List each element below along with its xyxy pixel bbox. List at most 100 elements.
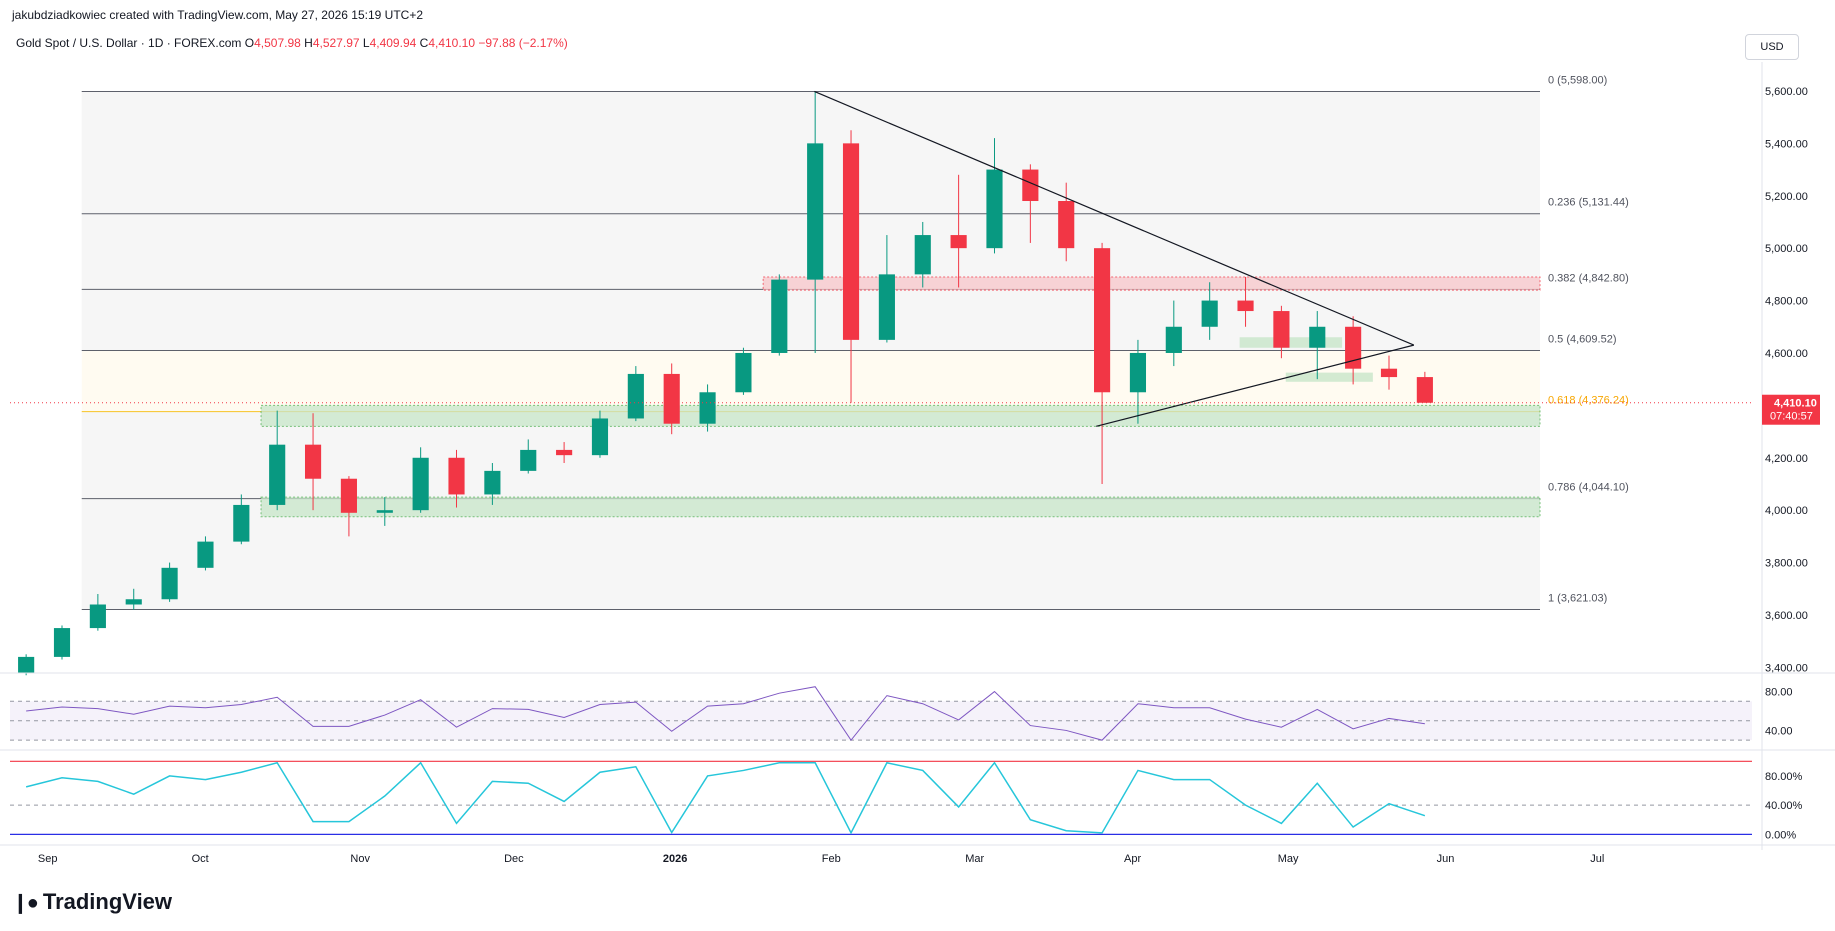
ohlc-close: 4,410.10 <box>428 36 476 50</box>
ohlc-open-label: O <box>244 36 255 50</box>
ohlc-high-label: H <box>304 36 313 50</box>
candle-body <box>89 604 106 629</box>
support-zone <box>1239 337 1343 348</box>
rsi-tick-label: 40.00 <box>1765 725 1793 737</box>
fib-level-label: 0.786 (4,044.10) <box>1548 482 1629 494</box>
osc-tick-label: 80.00% <box>1765 771 1803 783</box>
time-tick-label: Nov <box>350 853 370 865</box>
candle-body <box>1345 326 1362 369</box>
candle-body <box>807 143 824 280</box>
last-price-label: 4,410.10 <box>1774 398 1817 410</box>
osc-tick-label: 0.00% <box>1765 829 1796 841</box>
candle-body <box>1237 300 1254 312</box>
candle-body <box>484 470 501 495</box>
candle-body <box>878 274 895 340</box>
ohlc-low: 4,409.94 <box>369 36 417 50</box>
price-tick-label: 3,600.00 <box>1765 610 1808 622</box>
candle-body <box>269 444 286 505</box>
candle-body <box>1201 300 1218 327</box>
trendline-upper <box>814 90 1415 346</box>
candle-body <box>663 373 680 424</box>
candle-body <box>53 628 71 657</box>
candle-body <box>520 449 537 471</box>
rsi-tick-label: 80.00 <box>1765 687 1793 699</box>
candle-body <box>18 656 35 673</box>
price-tick-label: 4,000.00 <box>1765 505 1808 517</box>
time-tick-label: 2026 <box>663 853 687 865</box>
time-tick-label: Mar <box>965 853 984 865</box>
ohlc-change: −97.88 (−2.17%) <box>478 36 568 50</box>
last-price-badge <box>1762 394 1820 425</box>
currency-button[interactable]: USD <box>1745 34 1799 60</box>
candle-body <box>161 567 178 600</box>
fib-level-label: 0 (5,598.00) <box>1548 74 1607 86</box>
time-tick-label: May <box>1278 853 1299 865</box>
price-tick-label: 4,600.00 <box>1765 348 1808 360</box>
brand-name: TradingView <box>42 889 173 914</box>
ohlc-close-label: C <box>419 36 429 50</box>
candle-body <box>412 457 429 511</box>
ohlc-high: 4,527.97 <box>312 36 360 50</box>
support-zone <box>260 496 1541 518</box>
fib-level-label: 0.618 (4,376.24) <box>1548 395 1629 407</box>
price-tick-label: 3,400.00 <box>1765 662 1808 674</box>
candle-body <box>1022 169 1039 202</box>
candle-body <box>233 504 250 542</box>
symbol-name[interactable]: Gold Spot / U.S. Dollar · 1D · FOREX.com <box>16 36 242 50</box>
chart-credit: jakubdziadkowiec created with TradingVie… <box>12 8 424 22</box>
symbol-legend: Gold Spot / U.S. Dollar · 1D · FOREX.com… <box>16 36 568 50</box>
fib-level-label: 0.382 (4,842.80) <box>1548 272 1629 284</box>
candle-body <box>1416 377 1433 403</box>
ohlc-low-label: L <box>362 36 370 50</box>
price-tick-label: 4,200.00 <box>1765 453 1808 465</box>
candle-body <box>950 235 967 249</box>
price-tick-label: 5,000.00 <box>1765 243 1808 255</box>
time-tick-label: Sep <box>38 853 58 865</box>
resistance-zone <box>762 276 1541 291</box>
candle-body <box>1309 326 1326 348</box>
osc-tick-label: 40.00% <box>1765 800 1803 812</box>
time-tick-label: Oct <box>192 853 209 865</box>
candle-body <box>1129 352 1147 393</box>
fib-level-label: 0.5 (4,609.52) <box>1548 333 1617 345</box>
candle-body <box>1094 248 1111 393</box>
candle-body <box>197 541 214 568</box>
support-zone <box>260 404 1541 427</box>
time-tick-label: Apr <box>1124 853 1141 865</box>
candle-body <box>304 444 322 479</box>
price-tick-label: 5,400.00 <box>1765 138 1808 150</box>
candle-body <box>1273 311 1290 348</box>
candle-body <box>448 457 465 495</box>
candle-body <box>340 478 357 513</box>
candle-body <box>1058 201 1075 249</box>
candle-body <box>125 599 142 605</box>
trendline-lower <box>1096 344 1414 427</box>
candle-body <box>842 143 860 340</box>
support-zone <box>1285 372 1373 382</box>
candle-body <box>771 279 788 353</box>
candle-body <box>627 373 644 419</box>
candle-body <box>591 418 609 456</box>
tradingview-brand[interactable]: ❙● TradingView <box>12 889 172 915</box>
oscillator-line <box>25 761 1426 835</box>
price-tick-label: 5,600.00 <box>1765 86 1808 98</box>
time-tick-label: Feb <box>822 853 841 865</box>
fib-level-label: 1 (3,621.03) <box>1548 592 1607 604</box>
candle-body <box>914 235 931 275</box>
fib-level-label: 0.236 (5,131.44) <box>1548 197 1629 209</box>
time-tick-label: Dec <box>504 853 524 865</box>
candle-body <box>1380 368 1398 378</box>
time-tick-label: Jul <box>1590 853 1604 865</box>
candle-body <box>1165 326 1182 353</box>
candle-body <box>556 449 573 456</box>
candle-body <box>735 352 752 393</box>
last-price-countdown: 07:40:57 <box>1770 411 1813 423</box>
rsi-line <box>26 686 1425 741</box>
ohlc-open: 4,507.98 <box>254 36 301 50</box>
price-tick-label: 5,200.00 <box>1765 191 1808 203</box>
candle-body <box>376 510 393 513</box>
price-tick-label: 3,800.00 <box>1765 558 1808 570</box>
candle-body <box>699 392 716 424</box>
